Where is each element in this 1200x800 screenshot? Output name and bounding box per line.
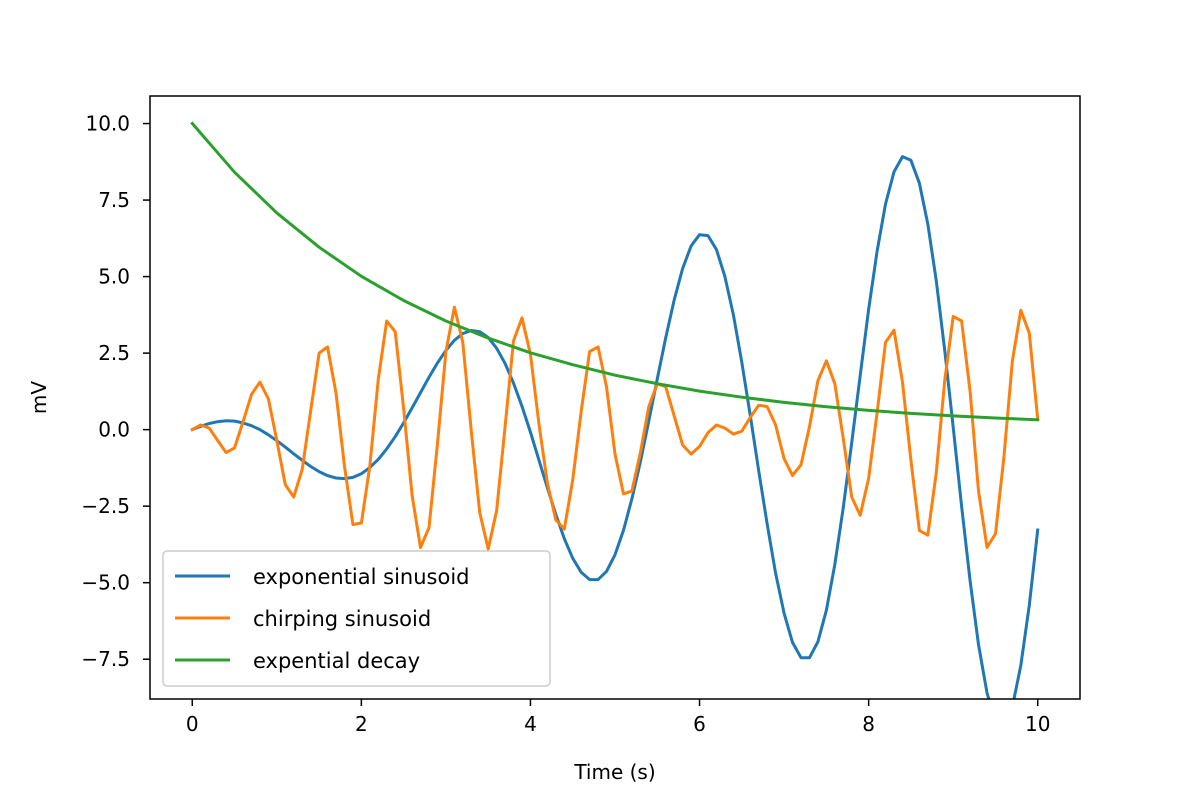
series-line-3	[190, 121, 1040, 422]
y-tick-label: −7.5	[81, 647, 130, 671]
series-line-1	[190, 155, 1040, 699]
y-tick-label: 2.5	[98, 341, 130, 365]
x-tick-label: 8	[862, 712, 875, 736]
x-tick-label: 2	[355, 712, 368, 736]
legend-entry-2: chirping sinusoid	[253, 607, 431, 631]
y-tick-label: 0.0	[98, 418, 130, 442]
legend: exponential sinusoid chirping sinusoid exp…	[162, 550, 551, 687]
x-tick-label: 10	[1025, 712, 1050, 736]
x-axis-ticks: 0 2 4 6 8 10	[186, 699, 1050, 736]
y-axis-label: mV	[27, 381, 51, 414]
y-tick-label: 5.0	[98, 265, 130, 289]
y-tick-label: −2.5	[81, 494, 130, 518]
x-axis-label: Time (s)	[573, 760, 655, 784]
y-axis-ticks: −7.5 −5.0 −2.5 0.0 2.5 5.0 7.5 10.0	[81, 112, 150, 671]
y-tick-label: −5.0	[81, 571, 130, 595]
legend-entry-1: exponential sinusoid	[253, 565, 470, 589]
y-tick-label: 7.5	[98, 188, 130, 212]
series-line-2	[190, 305, 1040, 551]
x-tick-label: 0	[186, 712, 199, 736]
axes-frame	[149, 95, 1081, 700]
x-tick-label: 4	[524, 712, 537, 736]
plot-lines	[190, 121, 1040, 699]
legend-box	[162, 550, 551, 687]
legend-entry-3: expential decay	[253, 649, 420, 673]
x-tick-label: 6	[693, 712, 706, 736]
y-tick-label: 10.0	[85, 112, 130, 136]
